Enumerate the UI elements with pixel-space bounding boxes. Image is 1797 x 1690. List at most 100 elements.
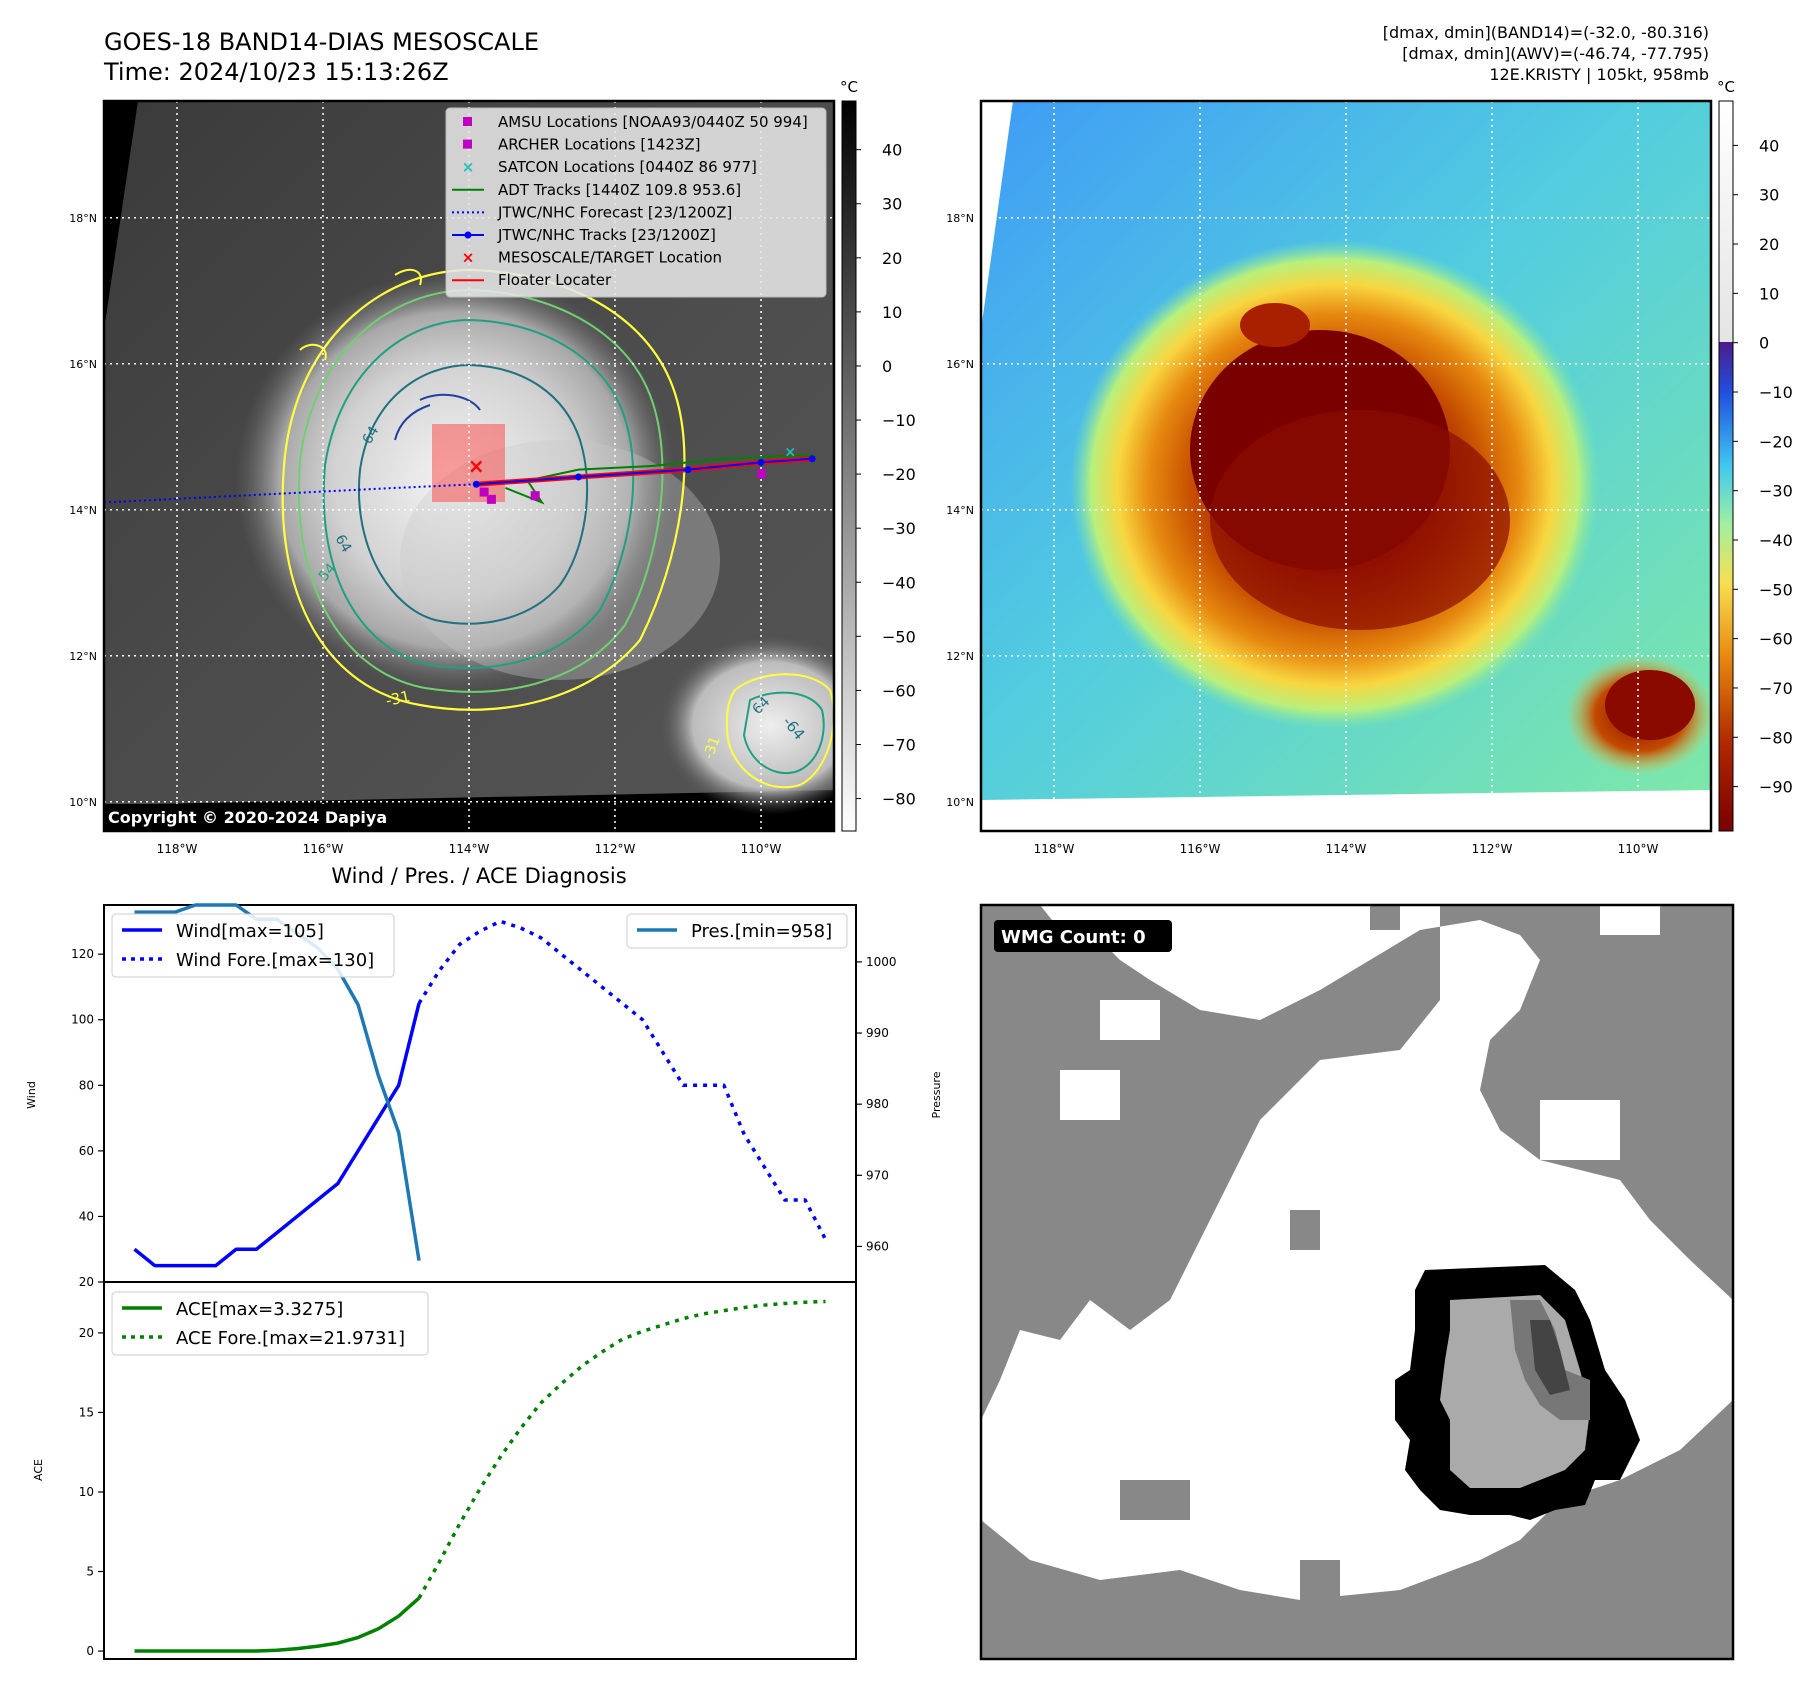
colorbar-tick-label: −10 bbox=[882, 411, 916, 430]
wind-ticks: 20 40 60 80 100 120 bbox=[71, 947, 104, 1289]
legend-label: MESOSCALE/TARGET Location bbox=[498, 249, 722, 267]
wind-legend: Wind[max=105] Wind Fore.[max=130] bbox=[111, 913, 395, 978]
lat-tick-label: 14°N bbox=[946, 504, 974, 517]
series-line bbox=[134, 1596, 421, 1653]
contour-label: 64 bbox=[332, 532, 355, 556]
best-track-point bbox=[575, 473, 582, 481]
lon-tick-label: 112°W bbox=[595, 842, 636, 856]
awv-gridlines bbox=[981, 101, 1711, 831]
colorbar-tick-label: −70 bbox=[882, 735, 916, 754]
legend-marker: × bbox=[462, 249, 475, 267]
legend-marker bbox=[463, 139, 472, 149]
colorbar-tick-label: −60 bbox=[882, 681, 916, 700]
copyright-box bbox=[104, 804, 434, 831]
y-tick-label: 0 bbox=[86, 1644, 94, 1658]
colorbar-tick-label: 0 bbox=[882, 357, 892, 376]
legend-marker: × bbox=[462, 158, 475, 176]
lat-tick-label: 12°N bbox=[69, 650, 97, 663]
lon-tick-label: 112°W bbox=[1472, 842, 1513, 856]
colorbar-tick-label: −40 bbox=[882, 573, 916, 592]
figure-title: GOES-18 BAND14-DIAS MESOSCALE bbox=[104, 28, 539, 56]
ace-ticks: 0 5 10 15 20 bbox=[79, 1326, 104, 1658]
ir-panel: 64 54 64 -31 64 -64 -31 ×× 18°N16°N14°N1… bbox=[69, 78, 916, 856]
y-tick-right-label: 960 bbox=[866, 1239, 889, 1253]
ace-chart: 0 5 10 15 20 ACE ACE[max=3.3275] ACE Fore.[m… bbox=[32, 1281, 857, 1660]
ace-axis-label: ACE bbox=[32, 1459, 45, 1481]
legend-label: AMSU Locations [NOAA93/0440Z 50 994] bbox=[498, 113, 808, 131]
lon-tick-label: 118°W bbox=[1034, 842, 1075, 856]
wmg-frame bbox=[979, 903, 1735, 1661]
lat-tick-label: 16°N bbox=[946, 358, 974, 371]
wmg-image bbox=[981, 905, 1733, 1659]
legend-ace: ACE[max=3.3275] bbox=[176, 1299, 343, 1320]
lon-tick-label: 116°W bbox=[1180, 842, 1221, 856]
y-tick-label: 60 bbox=[79, 1144, 94, 1158]
y-tick-label: 100 bbox=[71, 1013, 94, 1027]
colorbar-tick-label: −50 bbox=[1759, 580, 1793, 599]
colorbar-tick-label: 0 bbox=[1759, 334, 1769, 353]
y-tick-label: 15 bbox=[79, 1405, 94, 1419]
best-track-point bbox=[808, 455, 816, 463]
best-track-point bbox=[684, 466, 692, 474]
lon-tick-label: 118°W bbox=[157, 842, 198, 856]
lon-tick-label: 116°W bbox=[303, 842, 344, 856]
lat-tick-label: 10°N bbox=[946, 796, 974, 809]
awv-image bbox=[981, 101, 1711, 831]
colorbar-tick-label: −20 bbox=[882, 465, 916, 484]
contour-label: 64 bbox=[360, 423, 383, 447]
ir-tracks: ×× bbox=[104, 444, 816, 505]
colorbar-tick-label: −40 bbox=[1759, 531, 1793, 550]
colorbar-tick-label: 30 bbox=[1759, 186, 1779, 205]
y-tick-label: 120 bbox=[71, 947, 94, 961]
pressure-ticks: 960 970 980 990 1000 bbox=[856, 955, 897, 1253]
adt-track bbox=[505, 454, 813, 505]
satcon-point: × bbox=[784, 444, 796, 460]
legend-label: ARCHER Locations [1423Z] bbox=[498, 136, 701, 154]
series-line bbox=[417, 919, 828, 1241]
ir-colorbar-ticks: 40 30 20 10 0 −10 −20 −30 −40 −50 −60 −70 −80 bbox=[856, 141, 916, 809]
legend-marker bbox=[463, 117, 472, 126]
lat-tick-label: 10°N bbox=[69, 796, 97, 809]
legend-pressure: Pres.[min=958] bbox=[691, 921, 832, 942]
amsu-point bbox=[479, 487, 489, 497]
best-track-point bbox=[472, 480, 480, 488]
y-tick-right-label: 990 bbox=[866, 1026, 889, 1040]
wind-chart: 20 40 60 80 100 120 960 970 980 990 1000 Wind Pre… bbox=[25, 903, 943, 1289]
legend-label: SATCON Locations [0440Z 86 977] bbox=[498, 158, 757, 176]
colorbar-tick-label: 10 bbox=[1759, 284, 1779, 303]
lat-tick-label: 16°N bbox=[69, 358, 97, 371]
awv-colorbar-ticks: 40 30 20 10 0 −10 −20 −30 −40 −50 −60 −70 −80 −90 bbox=[1733, 136, 1793, 797]
legend-label: ADT Tracks [1440Z 109.8 953.6] bbox=[498, 181, 741, 199]
y-tick-label: 5 bbox=[86, 1565, 94, 1579]
colorbar-tick-label: 20 bbox=[1759, 235, 1779, 254]
y-tick-label: 10 bbox=[79, 1485, 94, 1499]
copyright: Copyright © 2020-2024 Dapiya bbox=[108, 808, 387, 827]
y-tick-right-label: 1000 bbox=[866, 955, 897, 969]
legend-label: JTWC/NHC Forecast [23/1200Z] bbox=[497, 203, 732, 221]
amsu-point bbox=[486, 494, 496, 504]
lat-tick-label: 18°N bbox=[69, 212, 97, 225]
lon-tick-label: 110°W bbox=[741, 842, 782, 856]
wmg-count: WMG Count: 0 bbox=[1001, 927, 1146, 948]
ir-lon-ticks: 118°W 116°W 114°W 112°W 110°W bbox=[157, 842, 782, 856]
colorbar-tick-label: −30 bbox=[882, 519, 916, 538]
colorbar-tick-label: −80 bbox=[882, 790, 916, 809]
y-tick-label: 20 bbox=[79, 1326, 94, 1340]
lat-tick-label: 14°N bbox=[69, 504, 97, 517]
legend-label: JTWC/NHC Tracks [23/1200Z] bbox=[497, 226, 716, 244]
legend-label: Floater Locater bbox=[498, 271, 612, 289]
colorbar-tick-label: −70 bbox=[1759, 679, 1793, 698]
awv-panel: 18°N 16°N 14°N 12°N 10°N 118°W 116°W 114°W 112°… bbox=[946, 78, 1793, 856]
y-tick-label: 80 bbox=[79, 1078, 94, 1092]
amsu-point bbox=[757, 469, 766, 479]
stats-band14: [dmax, dmin](BAND14)=(-32.0, -80.316) bbox=[1383, 23, 1709, 42]
colorbar-tick-label: −60 bbox=[1759, 630, 1793, 649]
colorbar-tick-label: −50 bbox=[882, 627, 916, 646]
lon-tick-label: 114°W bbox=[449, 842, 490, 856]
colorbar-tick-label: 20 bbox=[882, 249, 902, 268]
pressure-axis-label: Pressure bbox=[930, 1071, 943, 1118]
pressure-legend: Pres.[min=958] bbox=[626, 913, 848, 949]
target-marker: × bbox=[468, 454, 485, 478]
legend-ace-forecast: ACE Fore.[max=21.9731] bbox=[176, 1328, 405, 1349]
wmg-panel: WMG Count: 0 bbox=[979, 903, 1735, 1661]
